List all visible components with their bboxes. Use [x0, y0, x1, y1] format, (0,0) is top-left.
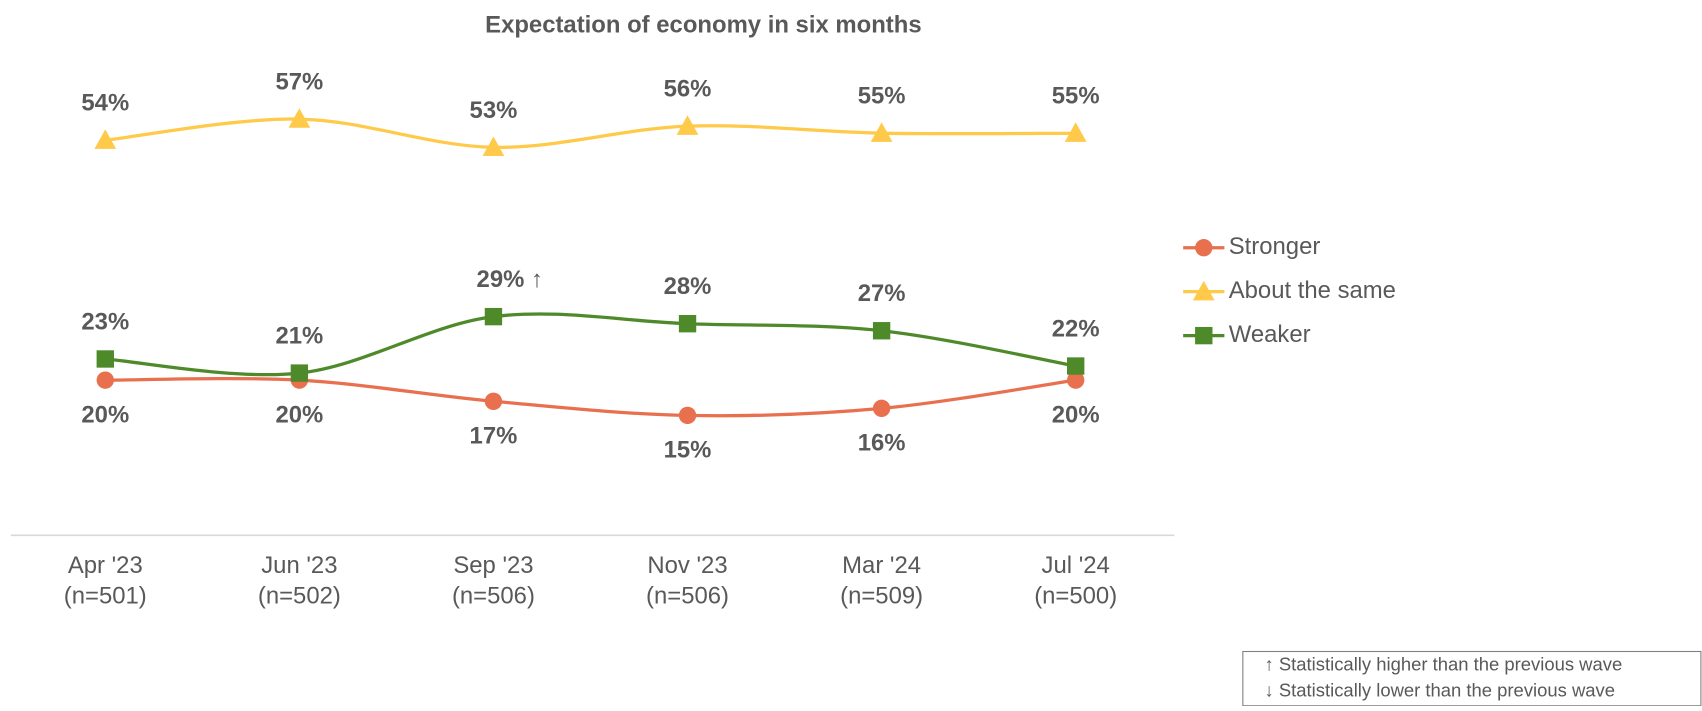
data-label: 16% [858, 429, 906, 456]
data-label: 20% [81, 401, 129, 428]
legend-marker [1195, 326, 1213, 345]
data-label: 56% [664, 76, 712, 103]
data-label: 57% [275, 69, 323, 96]
point [94, 129, 117, 149]
point [1067, 371, 1085, 389]
legend-marker [1195, 239, 1213, 257]
data-label: 55% [858, 83, 906, 110]
data-label: 20% [275, 401, 323, 428]
data-label: 15% [664, 437, 712, 464]
data-label: 27% [858, 280, 906, 307]
point [482, 136, 505, 156]
x-tick-sublabel: (n=502) [258, 583, 341, 610]
point [676, 115, 699, 135]
point [484, 392, 503, 410]
data-label: 29% ↑ [477, 266, 543, 293]
x-tick-label: Jul '24 [1042, 552, 1110, 579]
data-label: 20% [1052, 401, 1100, 428]
data-label: 22% [1052, 316, 1100, 343]
x-tick-sublabel: (n=506) [452, 583, 535, 610]
point [872, 399, 891, 418]
data-label: 53% [470, 97, 518, 124]
x-tick-label: Sep '23 [453, 552, 533, 579]
chart-title: Expectation of economy in six months [485, 12, 921, 39]
note: ↓ Statistically lower than the previous … [1265, 680, 1615, 701]
point [96, 350, 114, 368]
legend-label: About the same [1229, 277, 1396, 304]
point [1067, 357, 1085, 375]
data-label: 21% [275, 323, 323, 350]
x-tick-label: Jun '23 [261, 552, 337, 579]
data-label: 28% [664, 273, 712, 300]
x-tick-label: Apr '23 [68, 552, 143, 579]
point [288, 108, 311, 128]
point [678, 315, 697, 333]
series-line [105, 117, 1076, 149]
x-tick-sublabel: (n=501) [64, 583, 147, 610]
point [290, 364, 309, 382]
note: ↑ Statistically higher than the previous… [1265, 653, 1623, 674]
legend-label: Stronger [1229, 233, 1321, 260]
legend-marker [1192, 280, 1215, 301]
legend-label: Weaker [1229, 321, 1311, 348]
x-tick-label: Mar '24 [842, 552, 921, 579]
data-label: 23% [81, 308, 129, 335]
point [870, 122, 893, 142]
point [1064, 122, 1087, 142]
point [484, 307, 503, 326]
point [678, 406, 697, 425]
data-label: 54% [81, 90, 129, 117]
x-tick-label: Nov '23 [647, 552, 727, 579]
data-label: 55% [1052, 83, 1100, 110]
series-line [105, 312, 1076, 377]
x-tick-sublabel: (n=506) [646, 583, 729, 610]
x-tick-sublabel: (n=509) [840, 583, 923, 610]
point [872, 322, 891, 340]
series-line [105, 376, 1076, 418]
x-tick-sublabel: (n=500) [1034, 583, 1117, 610]
point [96, 371, 114, 389]
data-label: 17% [470, 422, 518, 449]
